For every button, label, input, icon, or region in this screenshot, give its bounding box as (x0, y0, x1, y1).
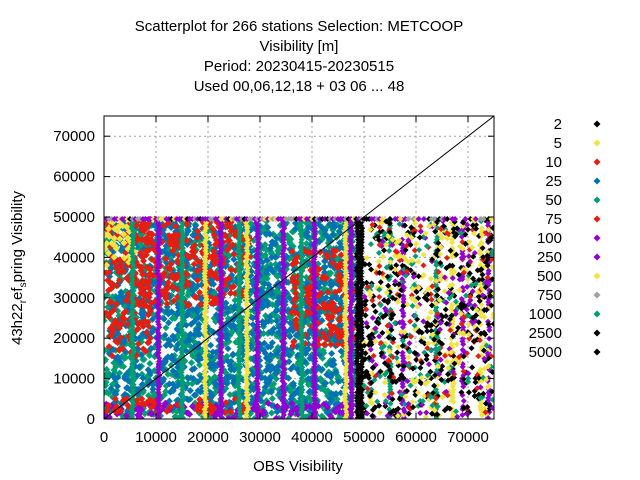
data-point (226, 391, 234, 399)
data-point (262, 383, 270, 391)
data-point (266, 313, 274, 321)
data-point (229, 350, 237, 358)
data-point (320, 284, 328, 292)
data-point (161, 331, 169, 339)
data-point (109, 345, 117, 353)
data-point (274, 347, 282, 355)
data-point (459, 411, 466, 418)
data-point (335, 415, 343, 419)
data-point (460, 397, 467, 404)
data-point (195, 320, 203, 328)
data-point (139, 388, 147, 396)
data-point (170, 251, 178, 259)
data-point (327, 389, 335, 397)
data-point (395, 343, 402, 350)
data-point (223, 352, 231, 360)
data-point (104, 388, 111, 396)
data-point (208, 353, 216, 361)
data-point (140, 355, 148, 363)
data-point (329, 230, 337, 238)
data-point (417, 409, 424, 416)
data-point (270, 380, 278, 388)
data-point (267, 388, 275, 396)
data-point (386, 247, 393, 254)
chart-title-line-1: Scatterplot for 266 stations Selection: … (135, 18, 463, 35)
chart-title-line-2: Visibility [m] (260, 38, 339, 55)
data-point (337, 223, 345, 231)
data-point (146, 359, 154, 367)
data-point (268, 328, 276, 336)
data-point (289, 380, 297, 388)
data-point (272, 253, 280, 261)
data-point (287, 235, 295, 243)
data-point (160, 315, 168, 323)
data-point (291, 225, 299, 233)
data-point (321, 386, 329, 394)
data-point (196, 330, 204, 338)
data-point (104, 317, 108, 325)
data-point (268, 290, 276, 298)
data-point (326, 395, 334, 403)
data-point (188, 380, 196, 388)
data-point (211, 379, 219, 387)
data-point (174, 414, 182, 419)
data-point (285, 255, 293, 263)
data-point (148, 315, 156, 323)
data-point (273, 273, 281, 281)
data-point (320, 414, 328, 419)
data-point (268, 409, 276, 417)
data-point (268, 395, 276, 403)
data-point (174, 363, 182, 371)
data-point (273, 317, 281, 325)
data-point (162, 324, 170, 332)
data-point (104, 365, 111, 373)
data-point (186, 387, 194, 395)
data-point (285, 351, 293, 359)
data-point (285, 415, 293, 419)
data-point (104, 378, 110, 386)
data-point (332, 368, 340, 376)
data-point (412, 253, 419, 260)
data-point (184, 291, 192, 299)
data-point (185, 396, 193, 404)
data-point (167, 361, 175, 369)
data-point (264, 223, 272, 231)
data-point (104, 291, 111, 299)
data-point (121, 374, 129, 382)
chart-title-line-3: Period: 20230415-20230515 (204, 58, 394, 75)
data-point (261, 279, 269, 287)
data-points (104, 215, 494, 419)
data-point (194, 344, 202, 352)
data-point (336, 228, 344, 236)
data-point (104, 357, 109, 365)
data-point (274, 362, 282, 370)
data-point (274, 293, 282, 301)
data-point (189, 375, 197, 383)
data-point (302, 240, 310, 248)
chart-title-line-4: Used 00,06,12,18 + 03 06 ... 48 (194, 78, 405, 95)
data-point (168, 308, 176, 316)
data-point (139, 374, 147, 382)
data-point (272, 313, 280, 321)
data-point (190, 344, 198, 352)
data-point (267, 249, 275, 257)
data-point (187, 359, 195, 367)
data-point (328, 350, 336, 358)
data-point (328, 379, 336, 387)
data-point (375, 258, 382, 265)
data-point (135, 363, 143, 371)
data-point (335, 373, 343, 381)
data-point (337, 347, 345, 355)
data-point (334, 378, 342, 386)
data-point (272, 375, 280, 383)
data-point (306, 387, 314, 395)
data-point (316, 351, 324, 359)
